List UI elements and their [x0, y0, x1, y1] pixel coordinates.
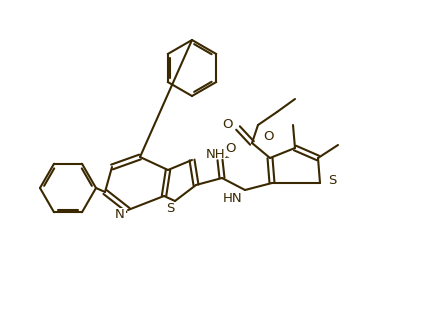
Text: O: O — [225, 142, 236, 155]
Text: HN: HN — [222, 191, 242, 204]
Text: N: N — [115, 208, 125, 221]
Text: O: O — [263, 130, 274, 143]
Text: O: O — [222, 119, 233, 132]
Text: NH₂: NH₂ — [206, 149, 231, 162]
Text: S: S — [328, 173, 336, 186]
Text: S: S — [166, 202, 174, 215]
